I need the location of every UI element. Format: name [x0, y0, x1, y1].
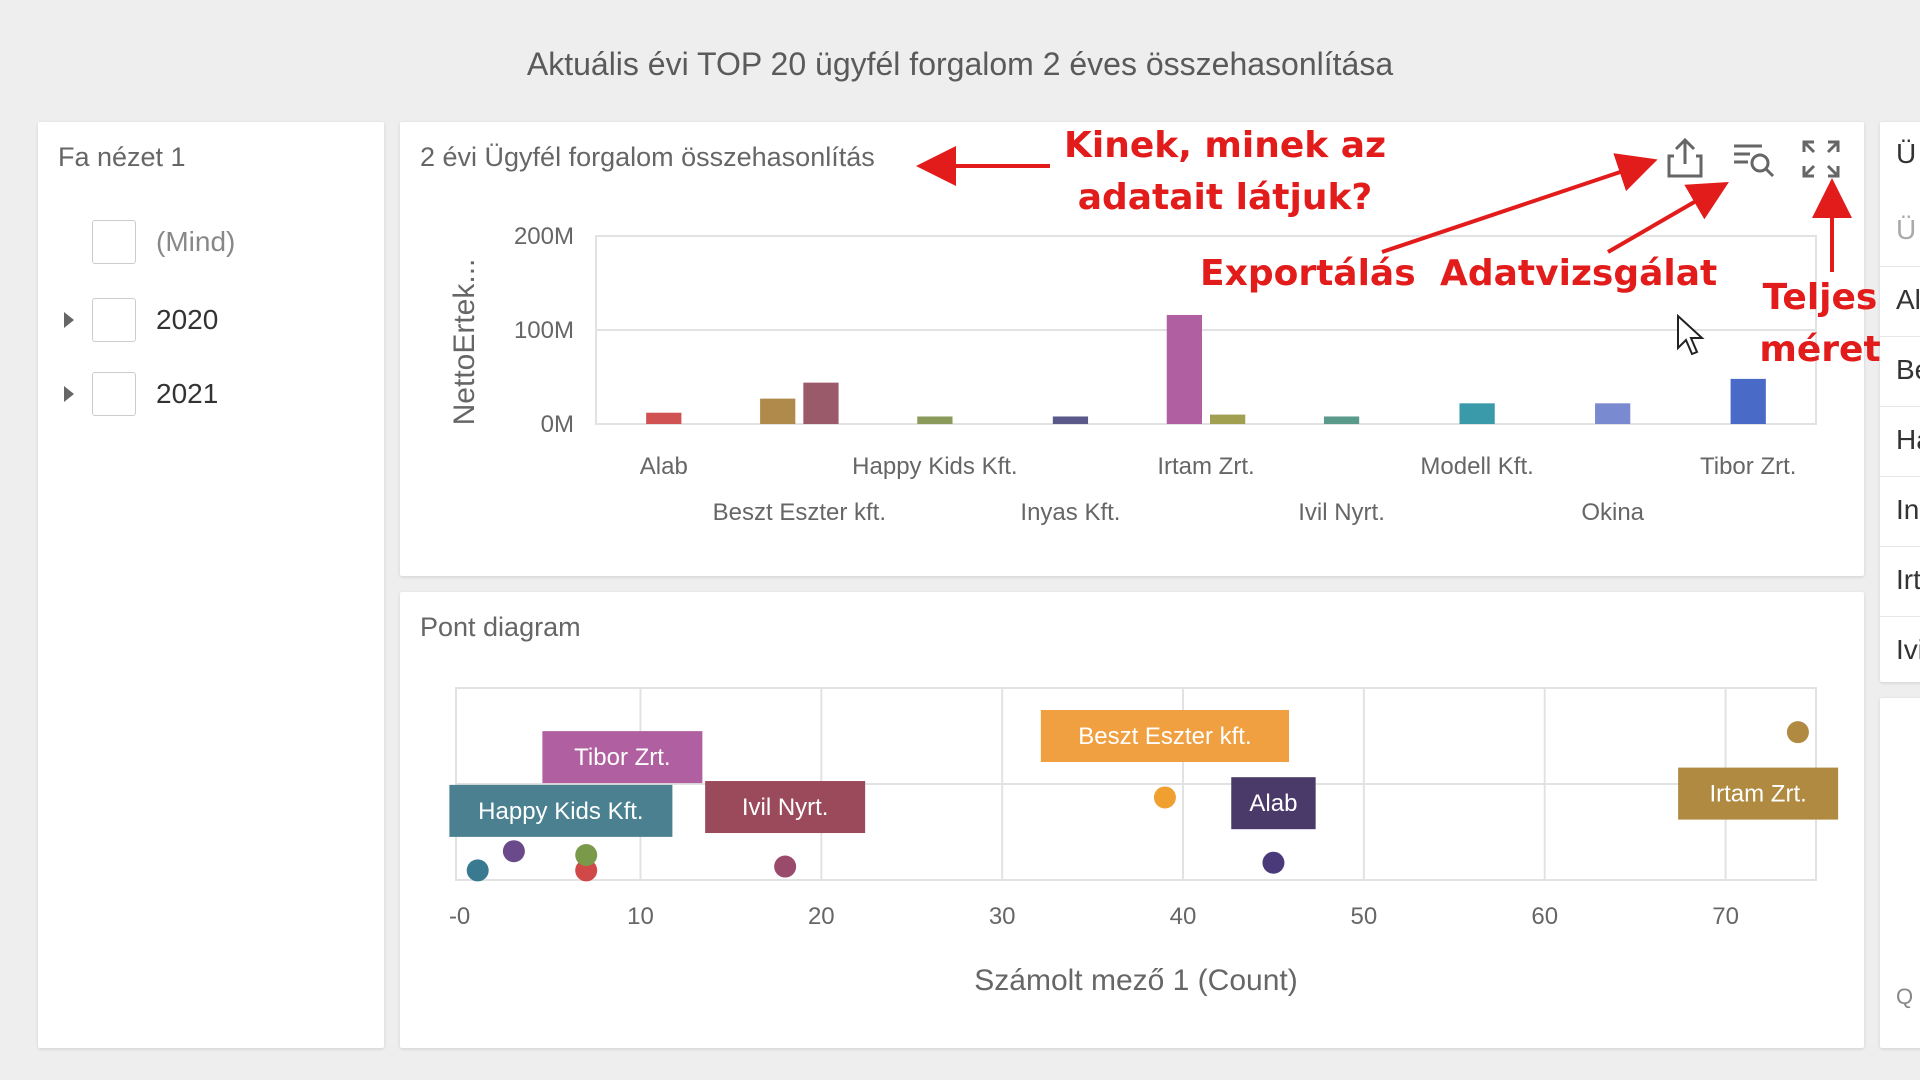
x-tick-label: 60 — [1531, 903, 1558, 930]
annotation-export: Exportálás — [1200, 253, 1416, 294]
export-icon[interactable] — [1660, 134, 1710, 184]
list-item[interactable]: Ivi — [1896, 634, 1920, 665]
y-tick-label: 100M — [514, 317, 574, 344]
y-tick-label: 0M — [541, 411, 574, 438]
right-panel-header: Ü — [1896, 138, 1917, 169]
scatter-point[interactable] — [575, 844, 598, 867]
x-tick-label: 20 — [808, 903, 835, 930]
point-label[interactable]: Ivil Nyrt. — [705, 781, 866, 834]
x-tick-label: Irtam Zrt. — [1157, 453, 1254, 480]
point-label-text: Beszt Eszter kft. — [1078, 723, 1251, 750]
expand-arrow-icon[interactable] — [64, 386, 74, 402]
bar[interactable] — [1052, 416, 1089, 424]
annotation-fullscreen: Teljes méret — [1759, 277, 1881, 370]
point-label[interactable]: Irtam Zrt. — [1678, 767, 1839, 820]
bar[interactable] — [1459, 403, 1495, 424]
point-label-text: Tibor Zrt. — [574, 744, 670, 771]
y-tick-label: 200M — [514, 223, 574, 250]
bar[interactable] — [646, 412, 682, 424]
dashboard-title: Aktuális évi TOP 20 ügyfél forgalom 2 év… — [526, 46, 1394, 82]
bar[interactable] — [760, 398, 796, 424]
x-tick-label: Modell Kft. — [1420, 453, 1533, 480]
point-label[interactable]: Alab — [1231, 777, 1316, 830]
mouse-cursor-icon — [1677, 314, 1705, 356]
tree-item-2020[interactable]: 2020 — [38, 298, 378, 348]
y-axis-label: NettoErtek... — [448, 259, 481, 426]
right-panel-search[interactable]: Ü — [1880, 198, 1920, 267]
tree-checkbox-2020[interactable] — [92, 298, 136, 342]
x-tick-label: Okina — [1581, 499, 1644, 526]
x-tick-label: 30 — [989, 903, 1016, 930]
inspect-data-icon[interactable] — [1728, 134, 1778, 184]
x-tick-label: 10 — [627, 903, 654, 930]
bar[interactable] — [1323, 416, 1360, 424]
point-label-text: Alab — [1249, 790, 1297, 817]
x-tick-label: Inyas Kft. — [1020, 499, 1120, 526]
x-tick-label: Tibor Zrt. — [1700, 453, 1796, 480]
x-tick-label: 70 — [1712, 903, 1739, 930]
scatter-point[interactable] — [1153, 786, 1176, 809]
list-item[interactable]: Al — [1880, 268, 1920, 337]
scatter-point[interactable] — [774, 855, 797, 878]
bar-chart: 0M 100M 200M Alab Beszt Eszter kft. Happy Ki… — [448, 223, 1817, 526]
scatter-chart: Tibor Zrt. Happy Kids Kft. Ivil Nyrt. Beszt… — [449, 687, 1839, 997]
scatter-chart-panel: Pont diagram Tibor Zrt. Happy Kids Kft. Iv… — [400, 592, 1864, 1048]
bar[interactable] — [1595, 403, 1631, 424]
scatter-point[interactable] — [502, 840, 525, 863]
tree-view-title: Fa nézet 1 — [58, 142, 186, 172]
tree-item-all[interactable]: (Mind) — [38, 220, 378, 270]
fullscreen-icon[interactable] — [1796, 134, 1846, 184]
right-lower-panel: Q — [1880, 698, 1920, 1048]
scatter-point[interactable] — [1786, 721, 1809, 744]
tree-checkbox-all[interactable] — [92, 220, 136, 264]
tree-view-panel: Fa nézet 1 (Mind) 2020 2021 — [38, 122, 384, 1048]
bar[interactable] — [917, 416, 953, 424]
tree-item-label: 2020 — [156, 304, 219, 335]
bar[interactable] — [1210, 414, 1246, 424]
x-tick-label: -0 — [449, 903, 470, 930]
point-label-text: Ivil Nyrt. — [742, 794, 829, 821]
x-tick-label: 40 — [1170, 903, 1197, 930]
x-tick-label: Beszt Eszter kft. — [713, 499, 886, 526]
x-axis-label: Számolt mező 1 (Count) — [974, 964, 1297, 997]
bar[interactable] — [803, 382, 839, 424]
bar[interactable] — [1166, 314, 1202, 424]
point-label-text: Irtam Zrt. — [1709, 781, 1806, 808]
scatter-chart-title: Pont diagram — [420, 612, 581, 642]
list-item[interactable]: In — [1880, 478, 1920, 547]
tree-checkbox-2021[interactable] — [92, 372, 136, 416]
right-panel-footer: Q — [1896, 984, 1914, 1009]
x-tick-label: 50 — [1351, 903, 1378, 930]
tree-item-label: (Mind) — [156, 226, 236, 257]
x-tick-label: Alab — [640, 453, 688, 480]
right-list-panel: Ü Ü Al Be Ha In Irt Ivi — [1880, 122, 1920, 682]
point-label-text: Happy Kids Kft. — [478, 798, 643, 825]
annotation-inspect: Adatvizsgálat — [1440, 253, 1718, 294]
x-tick-label: Happy Kids Kft. — [852, 453, 1017, 480]
bar[interactable] — [1730, 378, 1766, 424]
annotation-who: Kinek, minek az adatait látjuk? — [1063, 125, 1387, 218]
scatter-point[interactable] — [575, 859, 598, 882]
point-label[interactable]: Beszt Eszter kft. — [1040, 710, 1290, 762]
tree-item-label: 2021 — [156, 378, 219, 409]
list-item[interactable]: Ha — [1880, 408, 1920, 477]
point-label[interactable]: Happy Kids Kft. — [449, 784, 673, 837]
x-tick-label: Ivil Nyrt. — [1298, 499, 1385, 526]
point-label[interactable]: Tibor Zrt. — [542, 731, 703, 784]
scatter-point[interactable] — [466, 859, 489, 882]
bar-chart-title: 2 évi Ügyfél forgalom összehasonlítás — [420, 142, 875, 172]
scatter-point[interactable] — [1262, 851, 1285, 874]
list-item[interactable]: Irt — [1880, 548, 1920, 617]
list-item[interactable]: Be — [1880, 338, 1920, 407]
expand-arrow-icon[interactable] — [64, 312, 74, 328]
tree-item-2021[interactable]: 2021 — [38, 372, 378, 422]
